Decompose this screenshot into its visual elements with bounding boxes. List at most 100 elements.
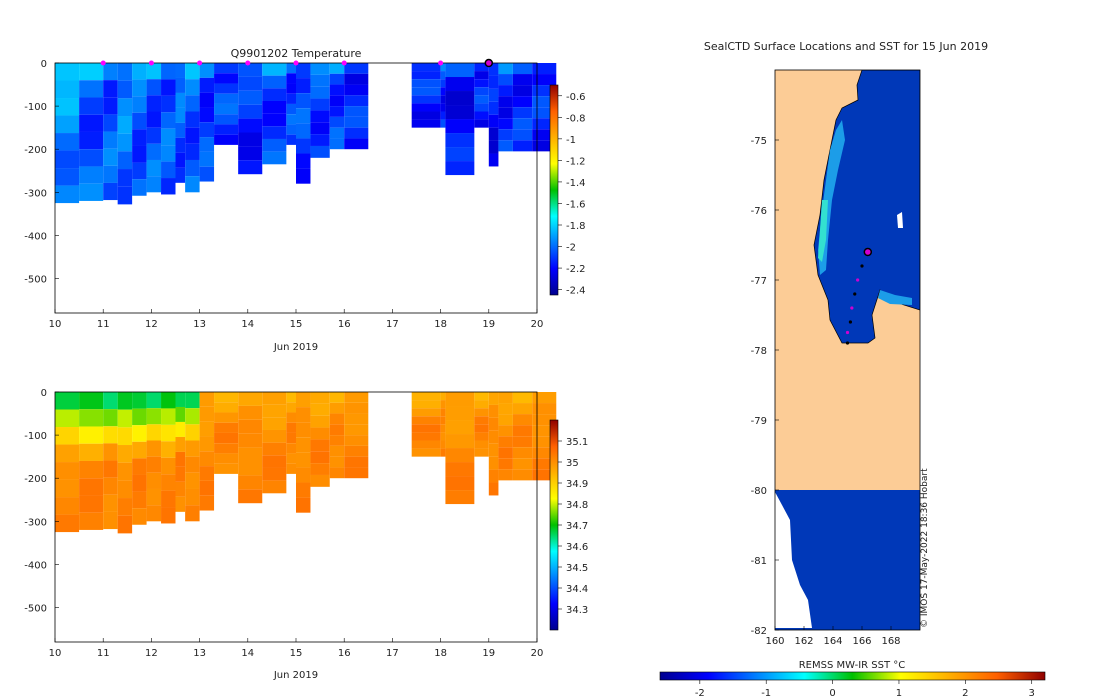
temperature-cell: [498, 107, 513, 119]
salinity-profile-cells: [55, 392, 557, 534]
temperature-cell: [310, 145, 330, 158]
profile-marker: [148, 60, 154, 66]
temperature-cell: [214, 124, 239, 135]
x-tick-label: 16: [338, 319, 351, 330]
temperature-cell: [55, 115, 80, 134]
temperature-cell: [532, 96, 557, 108]
x-tick-label: 18: [434, 648, 447, 659]
y-tick-label: -300: [24, 517, 47, 528]
temperature-cell: [532, 74, 557, 86]
salinity-cell: [286, 412, 296, 423]
salinity-cell: [286, 443, 296, 454]
temperature-cell: [474, 79, 489, 88]
temperature-cell: [344, 63, 369, 74]
x-tick-label: 164: [823, 636, 842, 647]
salinity-cell: [329, 413, 345, 425]
salinity-cell: [55, 462, 80, 480]
x-tick-label: 17: [386, 319, 399, 330]
salinity-cell: [286, 402, 296, 413]
x-tick-label: 16: [338, 648, 351, 659]
salinity-cell: [185, 505, 200, 522]
temperature-cell: [146, 159, 162, 177]
temperature-cell: [103, 97, 118, 115]
temperature-cell: [440, 95, 446, 104]
salinity-colorbar: [549, 419, 559, 631]
temperature-x-ticks: 10 11 12 13 14 15 16 17 18 19 20: [49, 309, 543, 330]
colorbar-tick-label: -1.8: [566, 221, 586, 232]
salinity-cell: [199, 436, 215, 452]
salinity-cell: [117, 515, 133, 534]
salinity-cell: [344, 413, 369, 425]
temperature-cell: [498, 118, 513, 130]
salinity-cell: [498, 425, 513, 437]
salinity-cell: [296, 422, 311, 438]
temperature-cell: [79, 131, 104, 150]
salinity-cell: [161, 424, 176, 442]
temperature-cell: [238, 146, 263, 161]
temperature-cell: [199, 151, 215, 167]
y-tick-label: -76: [751, 206, 767, 217]
salinity-cell: [214, 453, 239, 464]
x-tick-label: 12: [145, 319, 158, 330]
temperature-cell: [117, 169, 133, 187]
profile-marker: [341, 60, 347, 66]
temperature-cell: [296, 138, 311, 154]
temperature-cell: [310, 98, 330, 111]
salinity-cell: [445, 420, 475, 435]
salinity-cell: [286, 392, 296, 403]
temperature-cell: [296, 153, 311, 169]
colorbar-tick-label: -1.4: [566, 178, 586, 189]
salinity-cell: [185, 408, 200, 425]
salinity-cell: [411, 400, 441, 409]
y-tick-label: -80: [751, 486, 767, 497]
temperature-cell: [161, 63, 176, 80]
salinity-cell: [310, 392, 330, 404]
temperature-cell: [132, 63, 147, 80]
temperature-cell: [474, 71, 489, 80]
salinity-cell: [344, 435, 369, 446]
salinity-cell: [161, 392, 176, 409]
temperature-cell: [103, 80, 118, 98]
temperature-cell: [532, 63, 557, 75]
salinity-cell: [498, 403, 513, 415]
salinity-cell: [445, 434, 475, 449]
salinity-cell: [488, 404, 499, 418]
salinity-cell: [262, 429, 287, 443]
temperature-cell: [445, 63, 475, 78]
temperature-cell: [117, 151, 133, 170]
salinity-cell: [55, 479, 80, 498]
temperature-cell: [55, 63, 80, 81]
salinity-cell: [488, 392, 499, 405]
temperature-y-ticks: 0 -100 -200 -300 -400 -500: [24, 59, 59, 286]
temperature-cell: [440, 119, 446, 128]
salinity-cell: [532, 458, 557, 470]
credit-text: © IMOS 17-May-2022 18:36 Hobart: [920, 468, 930, 628]
temperature-cell: [445, 91, 475, 106]
temperature-cell: [474, 63, 489, 72]
salinity-cell: [296, 437, 311, 453]
salinity-cell: [498, 447, 513, 459]
salinity-cell: [238, 447, 263, 462]
map-y-ticks: -75 -76 -77 -78 -79 -80 -81 -82: [751, 136, 779, 637]
temperature-cell: [488, 140, 499, 154]
temperature-cell: [286, 103, 296, 115]
temperature-cell: [310, 110, 330, 123]
temperature-cell: [488, 75, 499, 89]
salinity-cell: [185, 472, 200, 489]
temperature-cell: [445, 133, 475, 148]
salinity-cell: [512, 414, 533, 426]
salinity-cell: [344, 467, 369, 479]
temperature-cell: [214, 114, 239, 125]
temperature-cell: [445, 161, 475, 176]
map-field: [775, 70, 920, 630]
colorbar-tick-label: -1: [566, 135, 576, 146]
salinity-cell: [329, 456, 345, 468]
salinity-cell: [185, 392, 200, 409]
salinity-cell: [488, 443, 499, 457]
temperature-cell: [474, 119, 489, 128]
temperature-cell: [532, 107, 557, 119]
temperature-cell: [344, 73, 369, 85]
temperature-cell: [512, 129, 533, 141]
salinity-cell: [262, 480, 287, 494]
salinity-cell: [161, 490, 176, 508]
